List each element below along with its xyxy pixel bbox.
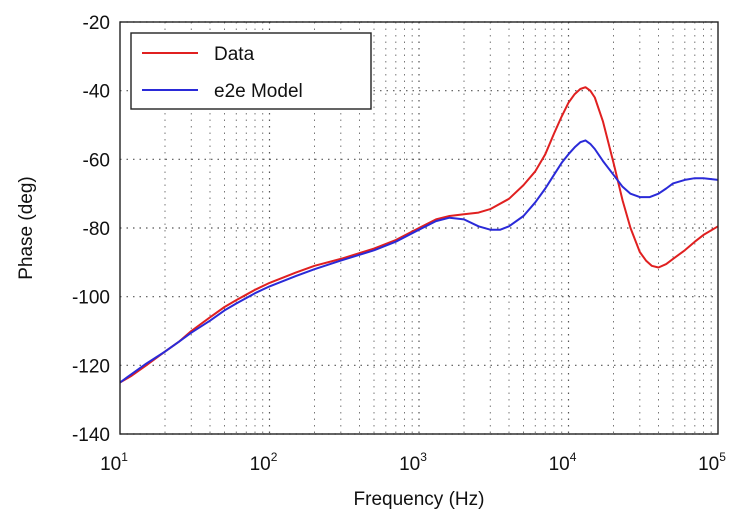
y-tick-labels: -20 -40 -60 -80 -100 -120 -140 [72, 13, 110, 446]
x-axis-label: Frequency (Hz) [354, 489, 485, 510]
x-tick-label: 103 [399, 450, 427, 475]
legend-label-model: e2e Model [214, 81, 303, 102]
series-lines [119, 86, 719, 384]
legend-box [130, 32, 372, 110]
y-tick-label: -40 [83, 82, 110, 103]
axes-frame [119, 21, 719, 435]
y-tick-label: -120 [72, 356, 110, 377]
x-tick-label: 102 [250, 450, 278, 475]
y-tick-label: -80 [83, 219, 110, 240]
legend: Data e2e Model [130, 32, 372, 110]
series-line-e2e-model [119, 139, 719, 384]
x-tick-label: 101 [100, 450, 128, 475]
y-tick-label: -100 [72, 288, 110, 309]
x-tick-label: 104 [549, 450, 577, 475]
y-tick-label: -60 [83, 150, 110, 171]
x-tick-labels: 101 102 103 104 105 [100, 450, 726, 475]
y-axis-label: Phase (deg) [16, 176, 37, 280]
x-tick-label: 105 [698, 450, 726, 475]
y-tick-label: -140 [72, 425, 110, 446]
series-line-data [119, 86, 719, 384]
y-tick-label: -20 [83, 13, 110, 34]
legend-label-data: Data [214, 44, 255, 65]
